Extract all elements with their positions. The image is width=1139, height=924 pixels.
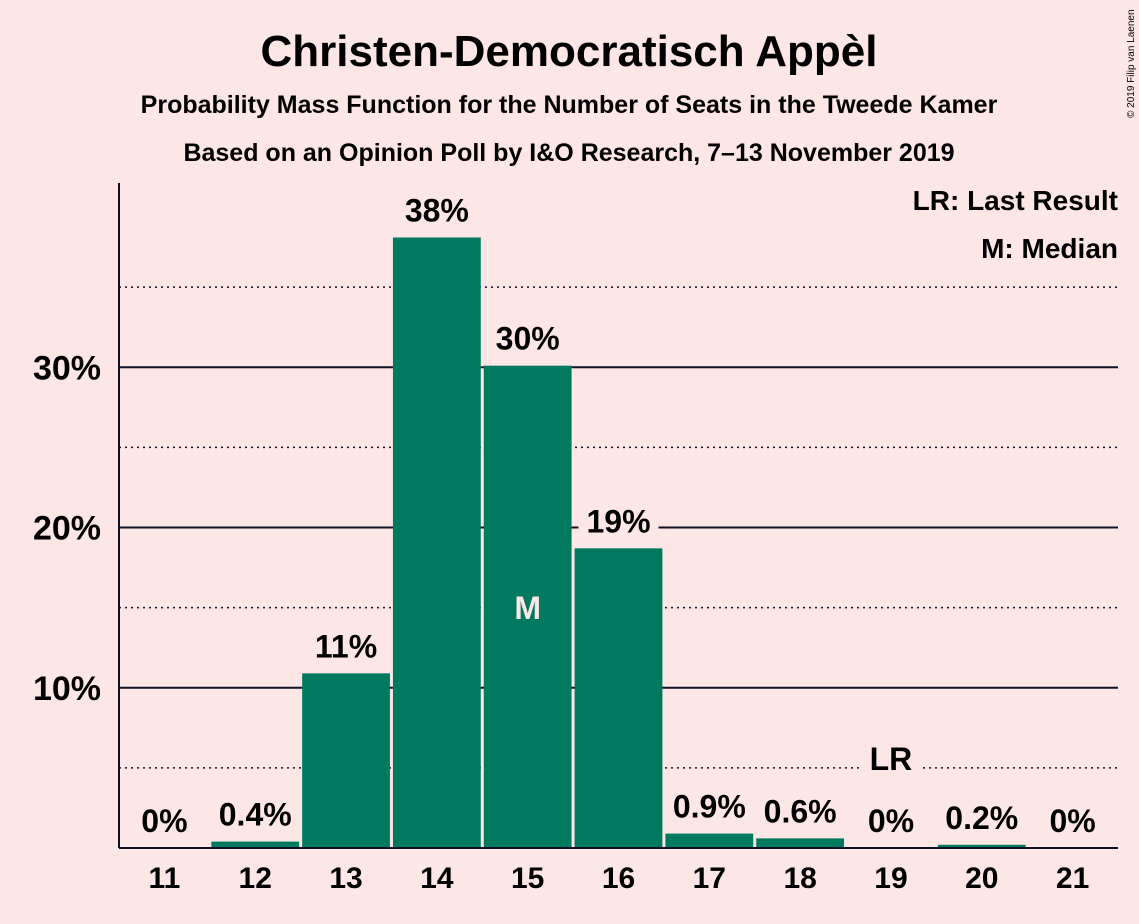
label-background [578, 503, 659, 540]
x-tick-label: 15 [511, 862, 544, 895]
bar [392, 237, 481, 848]
label-background [859, 803, 923, 839]
legend-background [973, 233, 1118, 264]
label-background [1041, 803, 1104, 839]
bars [211, 237, 1026, 848]
label-background [210, 796, 300, 833]
median-marker: M [514, 590, 541, 626]
copyright-text: © 2019 Filip van Laenen [1126, 9, 1137, 118]
chart-source: Based on an Opinion Poll by I&O Research… [183, 139, 954, 167]
bar-value-label: 0.4% [219, 797, 292, 833]
bar-value-label: 0% [868, 803, 914, 839]
x-tick-label: 19 [874, 862, 907, 895]
label-background [306, 628, 386, 665]
bar-value-label: 19% [586, 503, 650, 539]
last-result-marker: LR [870, 741, 913, 777]
bar-value-label: 0% [141, 803, 187, 839]
x-tick-label: 11 [149, 862, 181, 895]
x-tick-label: 12 [239, 862, 272, 895]
x-tick-label: 18 [783, 862, 816, 895]
y-axis-ticks: 10% 20% 30% [33, 349, 101, 707]
y-tick-label: 30% [33, 349, 101, 387]
label-background [133, 803, 196, 839]
bar-value-label: 30% [496, 321, 560, 357]
bar-labels: 0% 0.4% 11% 38% 30% M 19% 0.9% 0.6% 0% LR 0.2% 0% [133, 192, 1104, 839]
bar [302, 673, 390, 848]
legend-background [904, 185, 1118, 216]
x-tick-label: 17 [693, 862, 726, 895]
bar [483, 365, 572, 848]
bar-value-label: 0% [1049, 803, 1095, 839]
bar-value-label: 0.6% [764, 793, 837, 829]
bar [211, 841, 300, 848]
label-background [861, 741, 921, 777]
y-tick-label: 20% [33, 510, 101, 548]
label-background [937, 799, 1027, 836]
label-background [396, 192, 477, 229]
x-axis-ticks: 11 12 13 14 15 16 17 18 19 20 21 [149, 862, 1090, 895]
x-tick-label: 16 [602, 862, 635, 895]
bar [574, 548, 663, 848]
legend-median: M: Median [981, 233, 1118, 264]
x-tick-label: 13 [329, 862, 362, 895]
x-tick-label: 14 [420, 862, 454, 895]
y-tick-label: 10% [33, 670, 101, 708]
bar [937, 844, 1026, 848]
label-background [755, 793, 845, 830]
bar-value-label: 0.9% [673, 789, 746, 825]
label-background [664, 788, 754, 825]
chart-title: Christen-Democratisch Appèl [261, 27, 878, 76]
chart-subtitle: Probability Mass Function for the Number… [141, 91, 998, 119]
x-tick-label: 21 [1056, 862, 1089, 895]
bar-value-label: 11% [315, 628, 377, 664]
bar [665, 833, 754, 848]
legend-last-result: LR: Last Result [913, 185, 1118, 216]
bar-value-label: 0.2% [945, 800, 1018, 836]
label-background [487, 320, 568, 357]
bar [756, 838, 845, 848]
x-tick-label: 20 [965, 862, 998, 895]
bar-value-label: 38% [405, 192, 469, 228]
